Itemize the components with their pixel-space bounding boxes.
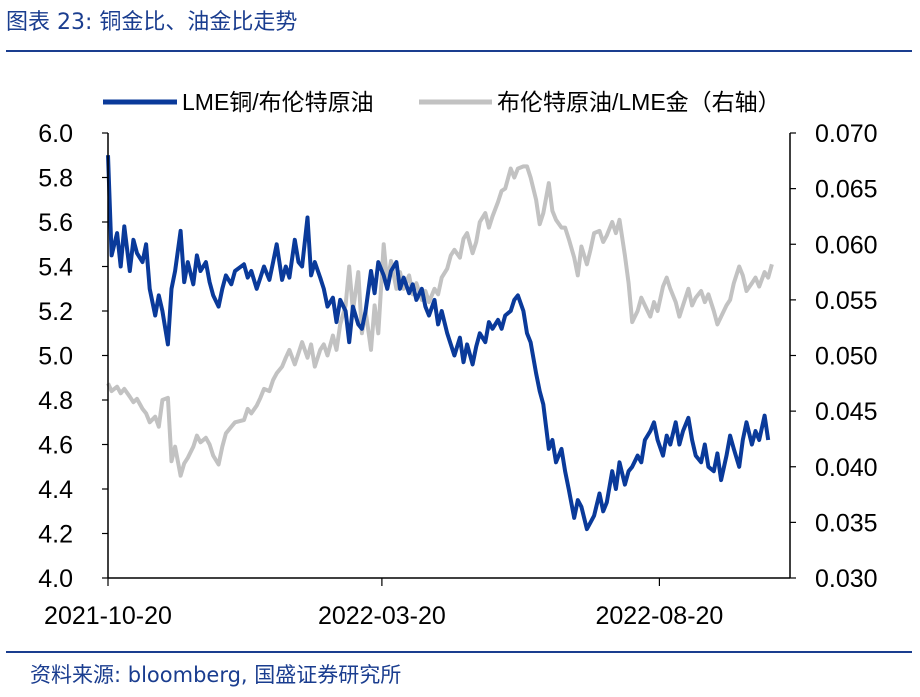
y-left-tick-label: 5.6 xyxy=(38,209,73,237)
x-tick-label: 2022-08-20 xyxy=(595,602,723,630)
y-left-tick-label: 4.6 xyxy=(38,432,73,460)
y-left-tick-label: 4.4 xyxy=(38,476,73,504)
y-right-tick-label: 0.050 xyxy=(815,343,878,371)
y-right-tick-label: 0.065 xyxy=(815,176,878,204)
y-left-tick-label: 4.8 xyxy=(38,387,73,415)
y-right-tick-label: 0.060 xyxy=(815,231,878,259)
source-rule xyxy=(6,651,912,653)
y-left-tick-label: 5.8 xyxy=(38,165,73,193)
series-line-oil-gold xyxy=(106,164,774,478)
chart: LME铜/布伦特原油 布伦特原油/LME金（右轴） 4.04.24.44.64.… xyxy=(38,89,877,630)
y-right-tick-label: 0.070 xyxy=(815,120,878,148)
y-left-tick-label: 5.2 xyxy=(38,298,73,326)
chart-title: 图表 23: 铜金比、油金比走势 xyxy=(6,10,298,35)
y-left-tick-label: 4.0 xyxy=(38,565,73,593)
x-tick-label: 2022-03-20 xyxy=(318,602,446,630)
legend-label-copper-oil: LME铜/布伦特原油 xyxy=(182,89,374,115)
x-tick-label: 2021-10-20 xyxy=(44,602,172,630)
y-left-tick-label: 4.2 xyxy=(38,521,73,549)
series-layer xyxy=(106,155,774,532)
title-rule xyxy=(6,50,912,52)
series-line-copper-oil xyxy=(106,155,771,532)
source-note: 资料来源: bloomberg, 国盛证券研究所 xyxy=(30,663,402,687)
legend: LME铜/布伦特原油 布伦特原油/LME金（右轴） xyxy=(103,89,781,115)
y-right-tick-label: 0.045 xyxy=(815,398,878,426)
axes-layer xyxy=(107,133,791,579)
y-right-tick-label: 0.040 xyxy=(815,454,878,482)
y-right-tick-label: 0.055 xyxy=(815,287,878,315)
y-right-tick-label: 0.030 xyxy=(815,565,878,593)
legend-label-oil-gold: 布伦特原油/LME金（右轴） xyxy=(497,89,781,115)
y-left-tick-label: 5.4 xyxy=(38,254,73,282)
y-left-tick-label: 6.0 xyxy=(38,120,73,148)
y-left-tick-label: 5.0 xyxy=(38,343,73,371)
y-right-tick-label: 0.035 xyxy=(815,509,878,537)
ticks-layer: 4.0 4.2 4.4 4.6 4.8 5.0 5.2 5.4 5.6 5.8 6.0 0.030 0.… xyxy=(38,120,877,630)
